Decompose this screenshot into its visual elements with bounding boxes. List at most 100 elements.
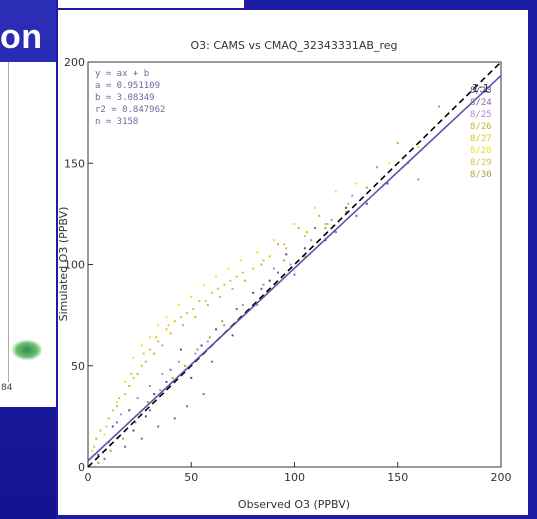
data-point [235,275,238,278]
data-point [256,251,259,254]
x-tick-label: 50 [184,471,198,484]
slide-top-tab [58,0,244,8]
data-point [95,437,98,440]
data-point [272,239,275,242]
data-point [268,255,271,258]
data-point [260,287,263,290]
data-point [276,271,279,274]
data-point [132,356,135,359]
left-fragment-line [8,62,9,382]
y-tick-label: 0 [78,461,85,474]
data-point [438,105,441,108]
data-point [310,239,313,242]
data-point [268,279,271,282]
data-point [202,283,205,286]
data-point [93,445,96,448]
data-point [210,360,213,363]
data-point [128,409,131,412]
data-point [221,320,224,323]
scatter-plot: O3: CAMS vs CMAQ_32343331AB_reg Observed… [58,39,512,511]
data-point [396,142,399,144]
data-point [231,287,234,290]
data-point [128,385,131,387]
data-point [186,405,189,408]
data-point [153,352,156,355]
data-point [115,421,118,424]
data-point [283,259,286,262]
data-point [303,247,306,250]
regression-line [87,74,502,462]
data-point [235,308,238,311]
data-point [293,273,296,276]
data-point [272,267,275,270]
y-tick-label: 200 [64,56,85,69]
data-point [148,348,151,351]
data-point [140,437,143,440]
y-tick-label: 50 [71,360,85,373]
left-fragment-number: 84 [1,383,13,393]
data-point [97,461,100,464]
data-point [334,231,337,234]
data-point [146,401,149,404]
data-point [293,223,296,225]
data-point [190,295,193,298]
data-point [223,324,226,327]
y-axis-label: Simulated O3 (PPBV) [58,207,70,322]
data-point [330,218,333,221]
fit-lines: 1:1 [87,61,502,468]
data-point [107,441,110,444]
stats-line: r2 = 0.847962 [95,105,165,115]
data-point [144,360,147,363]
data-point [305,231,308,234]
data-point [97,453,100,456]
data-point [109,449,112,452]
chart-frame: O3: CAMS vs CMAQ_32343331AB_reg Observed… [58,10,528,515]
data-point [241,304,244,306]
data-point [173,320,176,323]
legend-entry: 8/26 [470,122,492,132]
stats-line: y = ax + b [95,69,149,79]
data-point [159,389,162,392]
data-point [260,263,263,266]
data-point [202,393,205,396]
data-point [223,283,226,286]
data-point [417,146,420,149]
data-point [252,267,255,270]
chart-title: O3: CAMS vs CMAQ_32343331AB_reg [190,39,397,52]
data-point [169,368,172,371]
data-point [388,162,391,165]
data-point [161,372,164,375]
data-point [153,393,156,396]
data-point [239,259,242,262]
y-tick-label: 100 [64,259,85,272]
data-point [177,304,180,306]
data-point [365,202,368,205]
slide-title-fragment: on [0,18,43,56]
data-point [111,409,114,412]
data-point [124,393,127,396]
data-point [285,247,288,250]
data-point [132,376,135,379]
legend-entry: 8/24 [470,98,492,108]
legend-entry: 8/30 [470,170,492,180]
data-point [376,166,379,169]
data-point [148,385,151,387]
data-point [165,316,168,319]
data-point [355,214,358,217]
x-tick-label: 100 [284,471,305,484]
data-point [256,304,259,306]
data-point [219,295,222,298]
data-point [171,376,174,379]
data-point [314,206,317,209]
one-to-one-line [87,61,502,468]
data-point [124,380,127,383]
data-point [181,324,184,327]
x-tick-label: 0 [85,471,92,484]
data-point [117,397,120,400]
data-point [136,372,139,375]
data-point [345,206,348,209]
data-point [204,299,207,302]
data-point [177,360,180,363]
data-point [165,380,168,383]
data-point [231,334,234,337]
